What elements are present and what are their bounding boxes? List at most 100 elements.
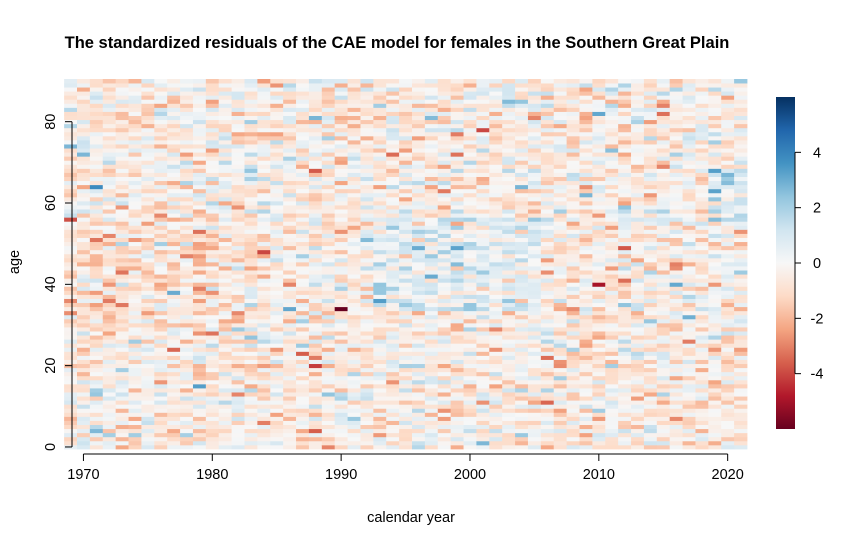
heatmap-cell — [566, 343, 580, 348]
heatmap-cell — [192, 416, 207, 421]
heatmap-cell — [682, 440, 696, 446]
heatmap-cell — [77, 339, 91, 344]
heatmap-cell — [669, 253, 683, 259]
heatmap-cell — [399, 266, 413, 271]
heatmap-cell — [437, 294, 452, 299]
heatmap-cell — [399, 363, 413, 369]
heatmap-cell — [205, 241, 220, 247]
heatmap-cell — [141, 156, 155, 161]
heatmap-cell — [244, 139, 258, 145]
heatmap-cell — [618, 233, 632, 238]
heatmap-cell — [244, 416, 258, 421]
heatmap-cell — [566, 392, 580, 397]
heatmap-cell — [360, 152, 374, 157]
heatmap-cell — [89, 164, 104, 169]
heatmap-cell — [708, 428, 722, 434]
heatmap-cell — [476, 343, 490, 348]
heatmap-cell — [154, 310, 168, 316]
heatmap-cell — [192, 253, 207, 259]
heatmap-cell — [489, 282, 503, 287]
heatmap-cell — [463, 91, 477, 96]
heatmap-cell — [605, 172, 619, 177]
heatmap-cell — [321, 119, 336, 125]
heatmap-cell — [231, 314, 245, 320]
heatmap-cell — [244, 119, 258, 125]
heatmap-cell — [244, 225, 258, 230]
heatmap-cell — [515, 233, 529, 238]
heatmap-cell — [180, 148, 194, 153]
heatmap-cell — [721, 327, 735, 332]
heatmap-cell — [721, 318, 735, 324]
heatmap-cell — [89, 282, 104, 287]
heatmap-cell — [257, 388, 271, 393]
heatmap-cell — [308, 180, 323, 186]
heatmap-cell — [128, 278, 142, 283]
heatmap-cell — [656, 278, 671, 283]
heatmap-cell — [579, 274, 593, 279]
heatmap-cell — [566, 290, 580, 295]
heatmap-cell — [476, 217, 490, 222]
heatmap-cell — [527, 274, 542, 279]
heatmap-cell — [682, 375, 696, 381]
heatmap-cell — [154, 119, 168, 125]
heatmap-cell — [605, 375, 619, 381]
heatmap-cell — [708, 229, 722, 234]
heatmap-cell — [669, 103, 683, 108]
heatmap-cells — [64, 79, 748, 450]
heatmap-cell — [167, 416, 181, 421]
heatmap-cell — [270, 200, 284, 206]
heatmap-cell — [334, 416, 348, 421]
heatmap-cell — [115, 87, 129, 92]
heatmap-cell — [308, 412, 323, 417]
heatmap-cell — [154, 302, 168, 308]
heatmap-cell — [192, 123, 207, 129]
heatmap-cell — [618, 298, 632, 304]
heatmap-cell — [489, 164, 503, 169]
heatmap-cell — [296, 404, 310, 409]
heatmap-cell — [77, 188, 91, 194]
heatmap-cell — [669, 339, 683, 344]
heatmap-cell — [257, 200, 271, 206]
heatmap-cell — [257, 95, 271, 100]
heatmap-cell — [308, 131, 323, 137]
heatmap-cell — [89, 188, 104, 194]
heatmap-cell — [205, 192, 220, 198]
heatmap-cell — [566, 188, 580, 194]
heatmap-cell — [167, 221, 181, 226]
heatmap-cell — [592, 367, 606, 373]
heatmap-cell — [463, 302, 477, 308]
heatmap-cell — [102, 412, 117, 417]
heatmap-cell — [89, 261, 104, 267]
heatmap-cell — [540, 379, 555, 385]
heatmap-cell — [386, 270, 400, 275]
heatmap-cell — [296, 233, 310, 238]
heatmap-cell — [540, 87, 555, 92]
heatmap-cell — [115, 322, 129, 328]
heatmap-cell — [540, 95, 555, 100]
heatmap-cell — [656, 257, 671, 263]
heatmap-cell — [618, 253, 632, 259]
heatmap-cell — [682, 310, 696, 316]
heatmap-cell — [192, 87, 207, 92]
heatmap-cell — [128, 367, 142, 373]
heatmap-cell — [296, 355, 310, 360]
heatmap-cell — [682, 355, 696, 360]
heatmap-cell — [631, 351, 645, 356]
heatmap-cell — [540, 367, 555, 373]
heatmap-cell — [527, 388, 542, 393]
heatmap-cell — [257, 314, 271, 320]
heatmap-cell — [399, 355, 413, 360]
heatmap-cell — [502, 318, 516, 324]
heatmap-cell — [128, 339, 142, 344]
heatmap-cell — [734, 314, 748, 320]
heatmap-cell — [424, 91, 439, 96]
heatmap-cell — [669, 168, 683, 173]
heatmap-cell — [450, 432, 464, 438]
heatmap-cell — [476, 221, 490, 226]
heatmap-cell — [89, 160, 104, 165]
heatmap-cell — [102, 424, 117, 430]
heatmap-cell — [502, 436, 516, 442]
heatmap-cell — [540, 400, 555, 405]
heatmap-cell — [476, 367, 490, 373]
heatmap-cell — [321, 213, 336, 218]
